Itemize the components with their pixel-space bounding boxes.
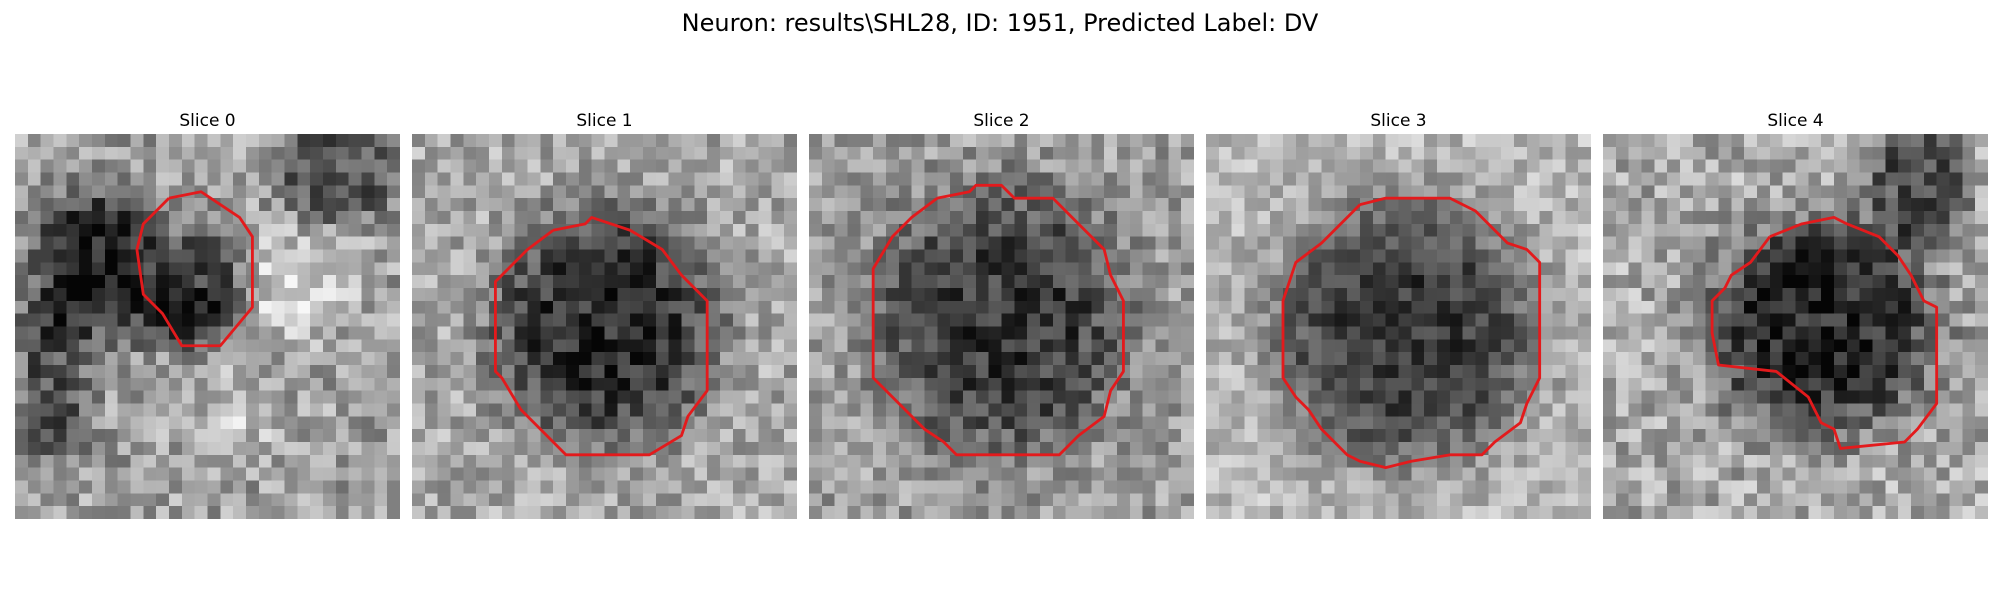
slice-title-0: Slice 0 (179, 111, 236, 131)
roi-outline-4 (1710, 216, 1939, 450)
slice-title-3: Slice 3 (1370, 111, 1427, 131)
slice-panel-0: Slice 0 (15, 110, 400, 519)
figure-title: Neuron: results\SHL28, ID: 1951, Predict… (681, 9, 1319, 37)
slice-image-1 (412, 134, 797, 519)
slice-panel-1: Slice 1 (412, 110, 797, 519)
slice-panel-3: Slice 3 (1206, 110, 1591, 519)
slice-image-4 (1603, 134, 1988, 519)
roi-outline-2 (871, 183, 1125, 457)
slice-title-4: Slice 4 (1767, 111, 1824, 131)
roi-outline-3 (1281, 196, 1542, 470)
slice-panel-2: Slice 2 (809, 110, 1194, 519)
roi-outline-0 (135, 190, 254, 348)
slice-panel-4: Slice 4 (1603, 110, 1988, 519)
roi-outline-1 (494, 216, 709, 457)
slice-title-1: Slice 1 (576, 111, 633, 131)
slice-image-2 (809, 134, 1194, 519)
slice-image-3 (1206, 134, 1591, 519)
slice-image-0 (15, 134, 400, 519)
slice-title-2: Slice 2 (973, 111, 1030, 131)
